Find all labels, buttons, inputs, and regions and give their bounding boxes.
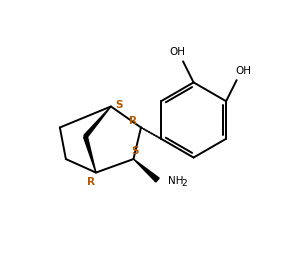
Text: OH: OH <box>170 48 186 57</box>
Polygon shape <box>84 106 111 138</box>
Text: 2: 2 <box>181 179 187 188</box>
Text: R: R <box>86 177 95 187</box>
Text: S: S <box>131 146 139 156</box>
Polygon shape <box>134 159 159 182</box>
Text: S: S <box>116 100 123 110</box>
Text: OH: OH <box>235 66 251 76</box>
Text: R: R <box>129 116 136 126</box>
Text: NH: NH <box>168 176 184 186</box>
Polygon shape <box>84 136 96 173</box>
